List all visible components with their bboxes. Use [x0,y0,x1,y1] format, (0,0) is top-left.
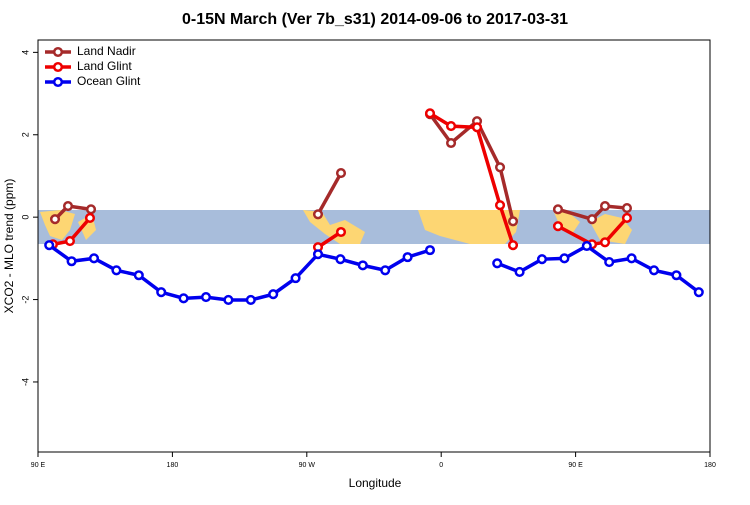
y-tick-label: 4 [20,50,30,55]
data-point [335,226,347,238]
legend-marker [52,46,64,58]
data-point [471,122,483,133]
data-point [49,214,61,225]
y-tick-label: 0 [20,215,30,220]
x-tick-label: 0 [439,462,443,469]
x-tick-label: 90 W [299,462,316,469]
legend-label: Ocean Glint [77,74,141,88]
data-point [424,245,436,256]
data-point [446,137,457,149]
plot-frame [37,39,711,453]
series-line [557,204,628,222]
data-point [200,292,212,303]
data-point [312,249,324,260]
data-point [402,252,413,263]
data-point [507,240,519,251]
data-point [693,287,704,298]
y-axis-label: XCO2 - MLO trend (ppm) [2,179,16,314]
data-point [446,121,457,132]
data-point [559,253,570,264]
data-point [581,240,592,252]
data-point [424,108,436,119]
x-tick-label: 90 E [568,462,583,469]
data-point [312,209,324,220]
data-point [494,200,506,211]
data-point [85,204,97,215]
x-tick-label: 90 E [31,462,46,469]
x-axis-label: Longitude [349,476,402,490]
data-point [156,287,167,298]
data-point [599,200,611,212]
legend-label: Land Glint [77,59,132,73]
data-point [586,214,598,225]
data-point [290,273,301,284]
data-point [671,270,682,281]
series-line [496,243,700,294]
legend-label: Land Nadir [77,44,136,58]
y-tick-label: 2 [20,132,30,137]
data-point [507,216,519,227]
chart-title: 0-15N March (Ver 7b_s31) 2014-09-06 to 2… [182,11,568,28]
x-tick-label: 180 [167,462,179,469]
data-point [44,240,55,251]
data-point [66,256,77,267]
series-line [48,243,431,302]
data-point [492,258,503,269]
data-point [133,270,144,281]
data-point [514,266,525,278]
data-point [178,293,189,304]
data-point [626,253,637,264]
data-point [552,221,564,232]
legend-marker [52,76,64,88]
data-point [380,265,391,276]
data-point [62,200,74,212]
data-point [552,204,564,215]
data-point [245,294,256,306]
data-point [536,254,548,265]
data-point [599,237,611,248]
data-point [88,253,100,264]
data-point [621,203,633,214]
data-point [494,162,506,173]
map-band [38,210,710,244]
series-line [316,172,343,216]
data-point [268,289,279,300]
legend-marker [52,61,64,73]
y-tick-label: -2 [20,296,30,304]
data-point [621,212,633,224]
data-point [648,265,660,276]
series-line [557,216,629,247]
data-point [357,260,368,271]
data-point [604,257,615,268]
data-point [335,168,347,179]
data-point [223,294,234,306]
data-point [111,265,122,276]
data-point [84,212,96,224]
data-point [335,254,346,265]
data-point [64,236,76,247]
y-tick-label: -4 [20,378,30,386]
x-tick-label: 180 [704,462,716,469]
